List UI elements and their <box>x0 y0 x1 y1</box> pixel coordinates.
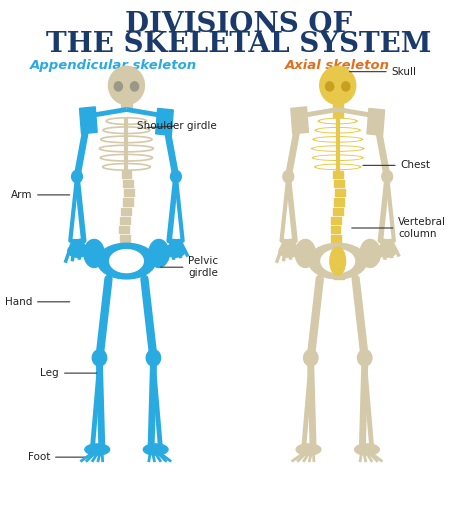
Bar <box>334 199 344 206</box>
Bar <box>121 171 131 178</box>
Text: DIVISIONS OF: DIVISIONS OF <box>125 11 352 38</box>
Ellipse shape <box>97 243 155 279</box>
Ellipse shape <box>312 136 364 143</box>
Bar <box>120 217 130 224</box>
Ellipse shape <box>312 155 364 161</box>
Bar <box>367 109 384 135</box>
Ellipse shape <box>296 444 321 455</box>
Bar <box>121 93 132 107</box>
Ellipse shape <box>68 245 88 257</box>
Ellipse shape <box>355 444 379 455</box>
Bar <box>333 244 343 251</box>
Bar <box>122 244 132 251</box>
Bar <box>124 189 134 197</box>
Circle shape <box>146 350 161 366</box>
Bar <box>333 208 343 215</box>
Bar <box>123 253 133 261</box>
Bar <box>335 253 345 261</box>
Ellipse shape <box>109 250 143 272</box>
Text: Appendicular skeleton: Appendicular skeleton <box>29 58 197 72</box>
Ellipse shape <box>114 82 122 91</box>
Bar <box>333 171 343 178</box>
Ellipse shape <box>320 67 356 104</box>
Ellipse shape <box>320 119 356 123</box>
Bar <box>330 226 340 233</box>
Ellipse shape <box>321 250 355 272</box>
Bar <box>80 107 97 134</box>
Bar <box>333 104 343 110</box>
Circle shape <box>171 170 181 183</box>
Ellipse shape <box>311 145 365 152</box>
Bar <box>335 263 345 270</box>
Bar <box>120 235 130 242</box>
Ellipse shape <box>165 245 185 257</box>
Text: Leg: Leg <box>40 368 97 378</box>
Circle shape <box>382 170 392 183</box>
Bar <box>334 180 344 187</box>
Ellipse shape <box>314 163 362 170</box>
Ellipse shape <box>314 137 361 142</box>
Text: Arm: Arm <box>10 190 70 200</box>
Text: Foot: Foot <box>27 452 88 462</box>
Ellipse shape <box>316 164 359 169</box>
Ellipse shape <box>143 444 168 455</box>
Bar <box>335 189 345 197</box>
Bar <box>119 226 129 233</box>
Text: Axial skeleton: Axial skeleton <box>285 58 390 72</box>
Ellipse shape <box>314 156 362 160</box>
Text: THE SKELETAL SYSTEM: THE SKELETAL SYSTEM <box>46 31 431 58</box>
Ellipse shape <box>279 245 299 257</box>
Ellipse shape <box>149 240 169 267</box>
Ellipse shape <box>314 127 361 134</box>
Bar <box>291 107 309 134</box>
Bar <box>155 109 173 135</box>
Ellipse shape <box>330 247 346 275</box>
Ellipse shape <box>376 245 396 257</box>
Ellipse shape <box>109 67 145 104</box>
Bar <box>123 199 133 206</box>
Text: Shoulder girdle: Shoulder girdle <box>137 121 216 131</box>
Circle shape <box>283 170 294 183</box>
Circle shape <box>92 350 107 366</box>
Ellipse shape <box>84 240 104 267</box>
Circle shape <box>303 350 318 366</box>
Ellipse shape <box>342 82 350 91</box>
Ellipse shape <box>309 243 367 279</box>
Ellipse shape <box>295 240 316 267</box>
Bar <box>331 235 341 242</box>
Bar <box>331 217 341 224</box>
Text: Chest: Chest <box>363 160 431 170</box>
Bar <box>333 111 343 115</box>
Circle shape <box>72 170 82 183</box>
Circle shape <box>357 350 372 366</box>
Text: Hand: Hand <box>5 297 70 307</box>
Ellipse shape <box>318 118 358 124</box>
Text: Vertebral
column: Vertebral column <box>352 217 447 239</box>
Ellipse shape <box>130 82 138 91</box>
Bar <box>123 180 133 187</box>
Text: Pelvic
girdle: Pelvic girdle <box>161 257 219 278</box>
Bar <box>333 116 343 121</box>
Ellipse shape <box>317 128 359 133</box>
Bar <box>334 272 344 279</box>
Ellipse shape <box>85 444 109 455</box>
Ellipse shape <box>360 240 380 267</box>
Ellipse shape <box>313 146 363 151</box>
Bar <box>121 208 131 215</box>
Text: Skull: Skull <box>349 67 417 77</box>
Ellipse shape <box>326 82 334 91</box>
